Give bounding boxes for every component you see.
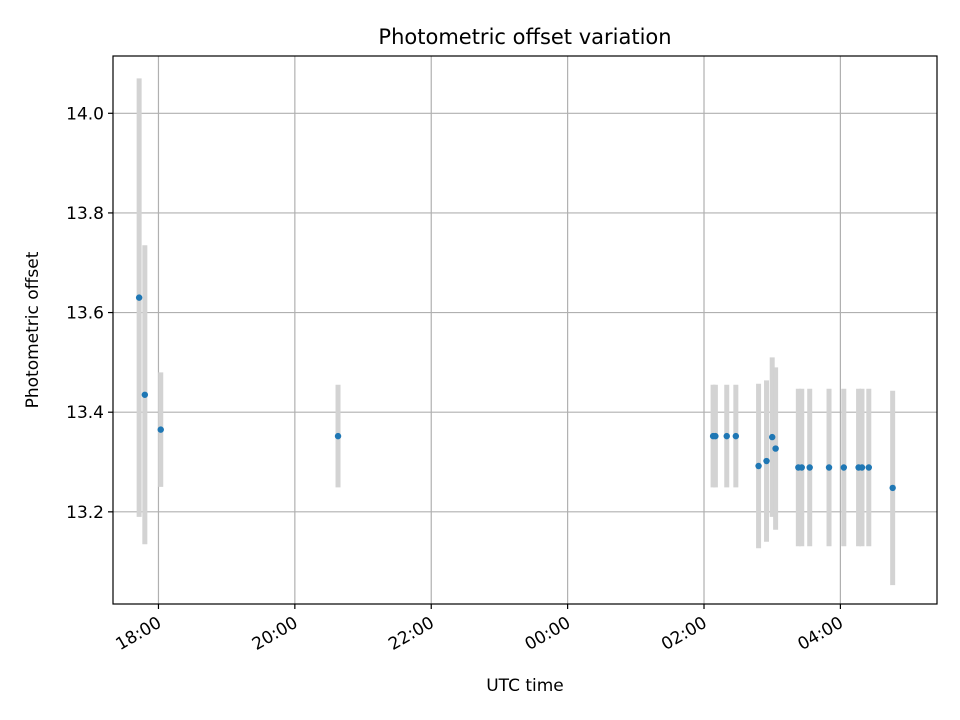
data-point [723,432,730,440]
data-point [712,432,719,440]
plot-area [113,56,937,604]
y-axis-label: Photometric offset [23,251,43,408]
data-point [798,464,805,471]
data-point [157,426,164,433]
axes-frame [112,55,938,605]
data-point [840,464,848,471]
y-axis-ticks: 13.2 13.4 13.6 13.8 14.0 [66,104,113,523]
data-point [772,445,779,452]
data-point [889,484,896,492]
data-point [135,294,143,301]
y-tick-label: 13.2 [66,503,104,523]
data-point [763,457,770,465]
data-point [732,432,740,440]
data-point [858,464,866,471]
chart-title: Photometric offset variation [378,25,671,49]
data-point [769,433,776,441]
x-axis-label: UTC time [486,676,564,696]
data-point [806,464,813,471]
data-point [865,464,873,471]
y-tick-label: 13.4 [66,403,104,423]
data-point [334,432,342,440]
data-point [755,462,762,470]
y-tick-label: 14.0 [66,104,104,124]
data-points [135,294,896,492]
y-tick-label: 13.8 [66,204,104,224]
data-point [141,391,149,398]
grid [113,56,937,604]
y-tick-label: 13.6 [66,304,104,324]
data-point [825,464,833,471]
